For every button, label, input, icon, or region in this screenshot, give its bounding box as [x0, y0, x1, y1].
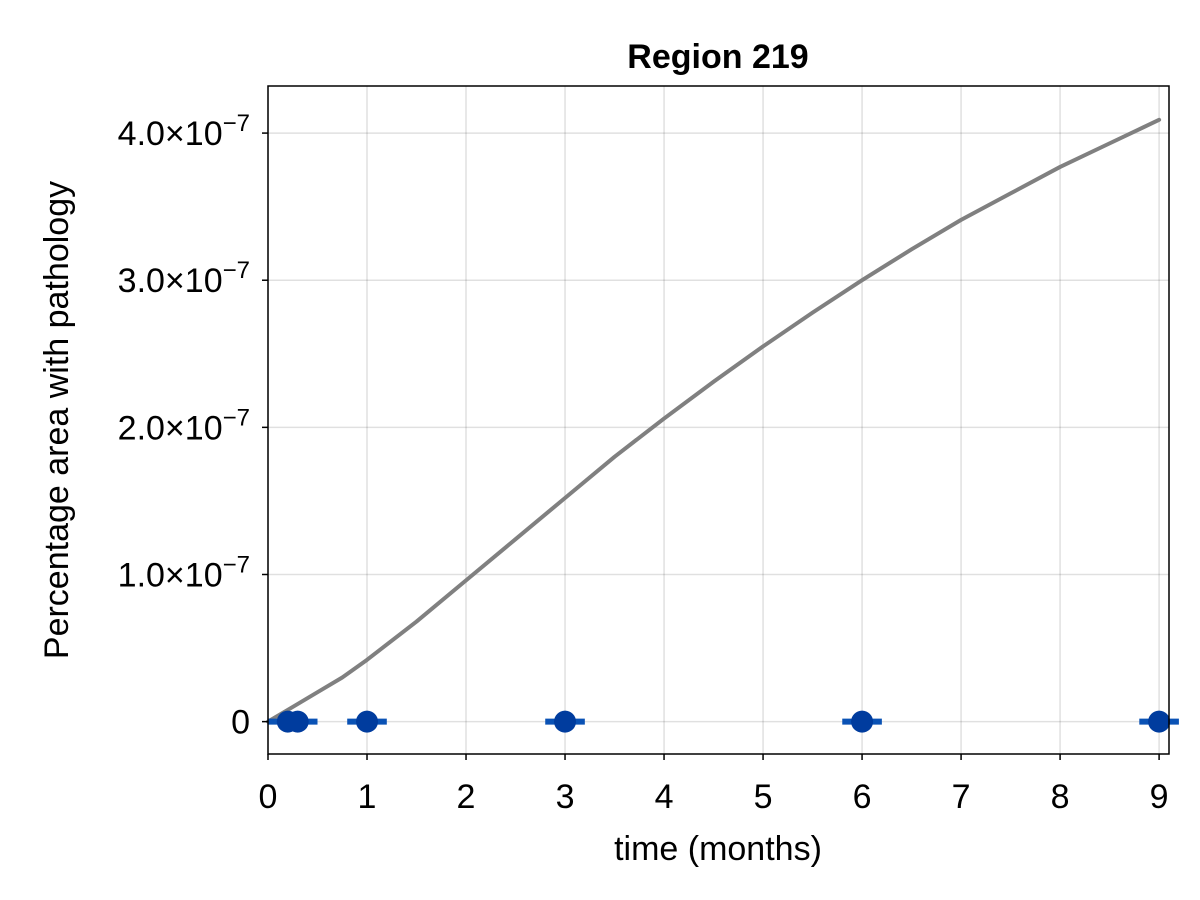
x-tick-label: 6 — [853, 778, 872, 816]
grid-layer — [267, 86, 1169, 754]
y-tick-label: 3.0×10−7 — [118, 257, 250, 300]
chart-title: Region 219 — [627, 38, 808, 76]
y-tick-label: 0 — [231, 704, 250, 742]
y-tick-label: 4.0×10−7 — [118, 110, 250, 153]
data-point — [554, 710, 577, 733]
y-tick-label: 1.0×10−7 — [118, 551, 250, 594]
data-point — [356, 710, 379, 733]
x-axis-label: time (months) — [614, 830, 822, 868]
x-tick-label: 8 — [1051, 778, 1070, 816]
y-axis-label: Percentage area with pathology — [38, 181, 76, 659]
x-tick-label: 2 — [457, 778, 476, 816]
series-layer — [266, 117, 1179, 733]
model-curve — [266, 117, 1162, 724]
x-tick-label: 7 — [952, 778, 971, 816]
tick-layer: 0 1 2 3 4 5 6 7 8 9 0 1.0×10−7 2.0×10−7 3.0×10−7 4.0×1… — [118, 110, 1169, 816]
data-point — [851, 710, 874, 733]
x-tick-label: 3 — [556, 778, 575, 816]
plot-frame — [267, 85, 1170, 755]
y-tick-label: 2.0×10−7 — [118, 404, 250, 447]
x-tick-label: 9 — [1150, 778, 1169, 816]
x-tick-label: 4 — [655, 778, 674, 816]
x-tick-label: 0 — [259, 778, 278, 816]
x-tick-label: 1 — [358, 778, 377, 816]
data-point — [1148, 710, 1171, 733]
x-tick-label: 5 — [754, 778, 773, 816]
data-point — [286, 710, 309, 733]
